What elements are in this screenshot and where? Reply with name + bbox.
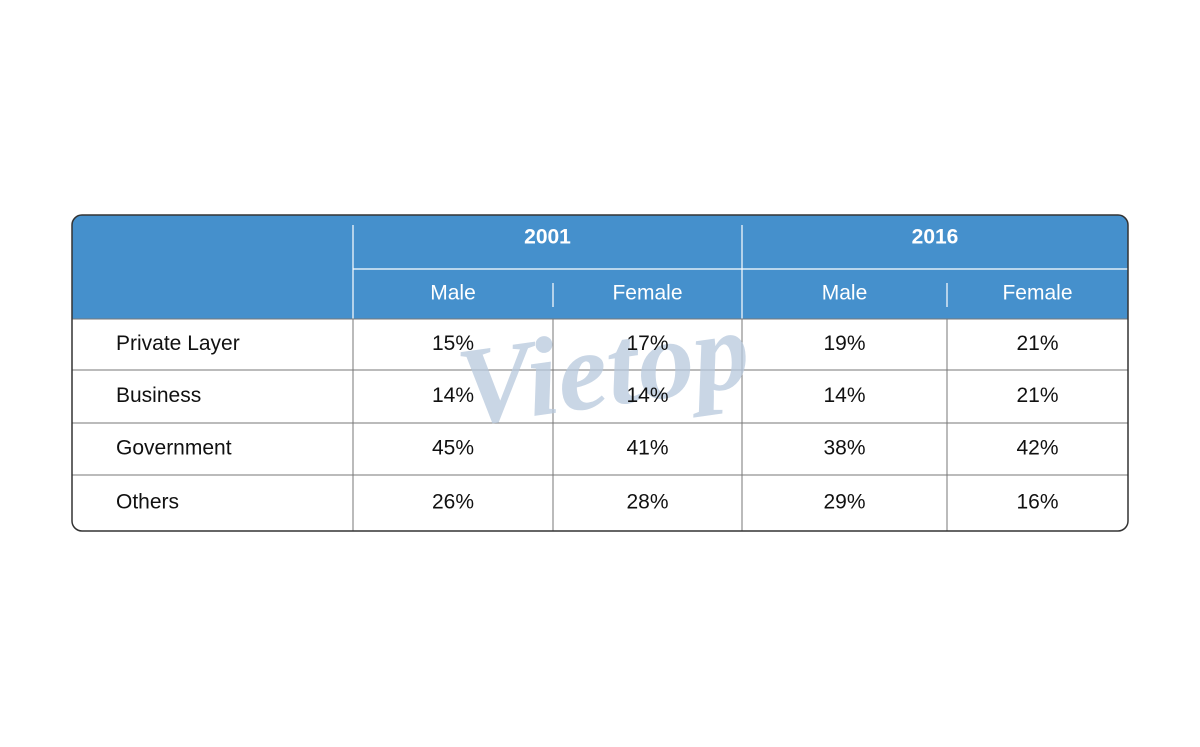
cell: 14% — [823, 384, 865, 407]
row-label: Private Layer — [116, 332, 240, 355]
column-header: Female — [612, 282, 682, 305]
column-header: Female — [1002, 282, 1072, 305]
cell: 41% — [626, 437, 668, 460]
cell: 29% — [823, 491, 865, 514]
cell: 28% — [626, 491, 668, 514]
cell: 45% — [432, 437, 474, 460]
column-header: Male — [822, 282, 868, 305]
group-header: 2001 — [524, 226, 571, 249]
row-label: Business — [116, 384, 201, 407]
cell: 17% — [626, 332, 668, 355]
table — [72, 215, 1128, 531]
row-label: Government — [116, 437, 232, 460]
cell: 15% — [432, 332, 474, 355]
header-background — [72, 215, 1128, 319]
group-header: 2016 — [912, 226, 959, 249]
cell: 16% — [1016, 491, 1058, 514]
cell: 19% — [823, 332, 865, 355]
cell: 14% — [626, 384, 668, 407]
row-label: Others — [116, 491, 179, 514]
cell: 21% — [1016, 384, 1058, 407]
cell: 26% — [432, 491, 474, 514]
cell: 42% — [1016, 437, 1058, 460]
column-header: Male — [430, 282, 476, 305]
cell: 38% — [823, 437, 865, 460]
cell: 14% — [432, 384, 474, 407]
table-border — [71, 214, 1129, 532]
cell: 21% — [1016, 332, 1058, 355]
